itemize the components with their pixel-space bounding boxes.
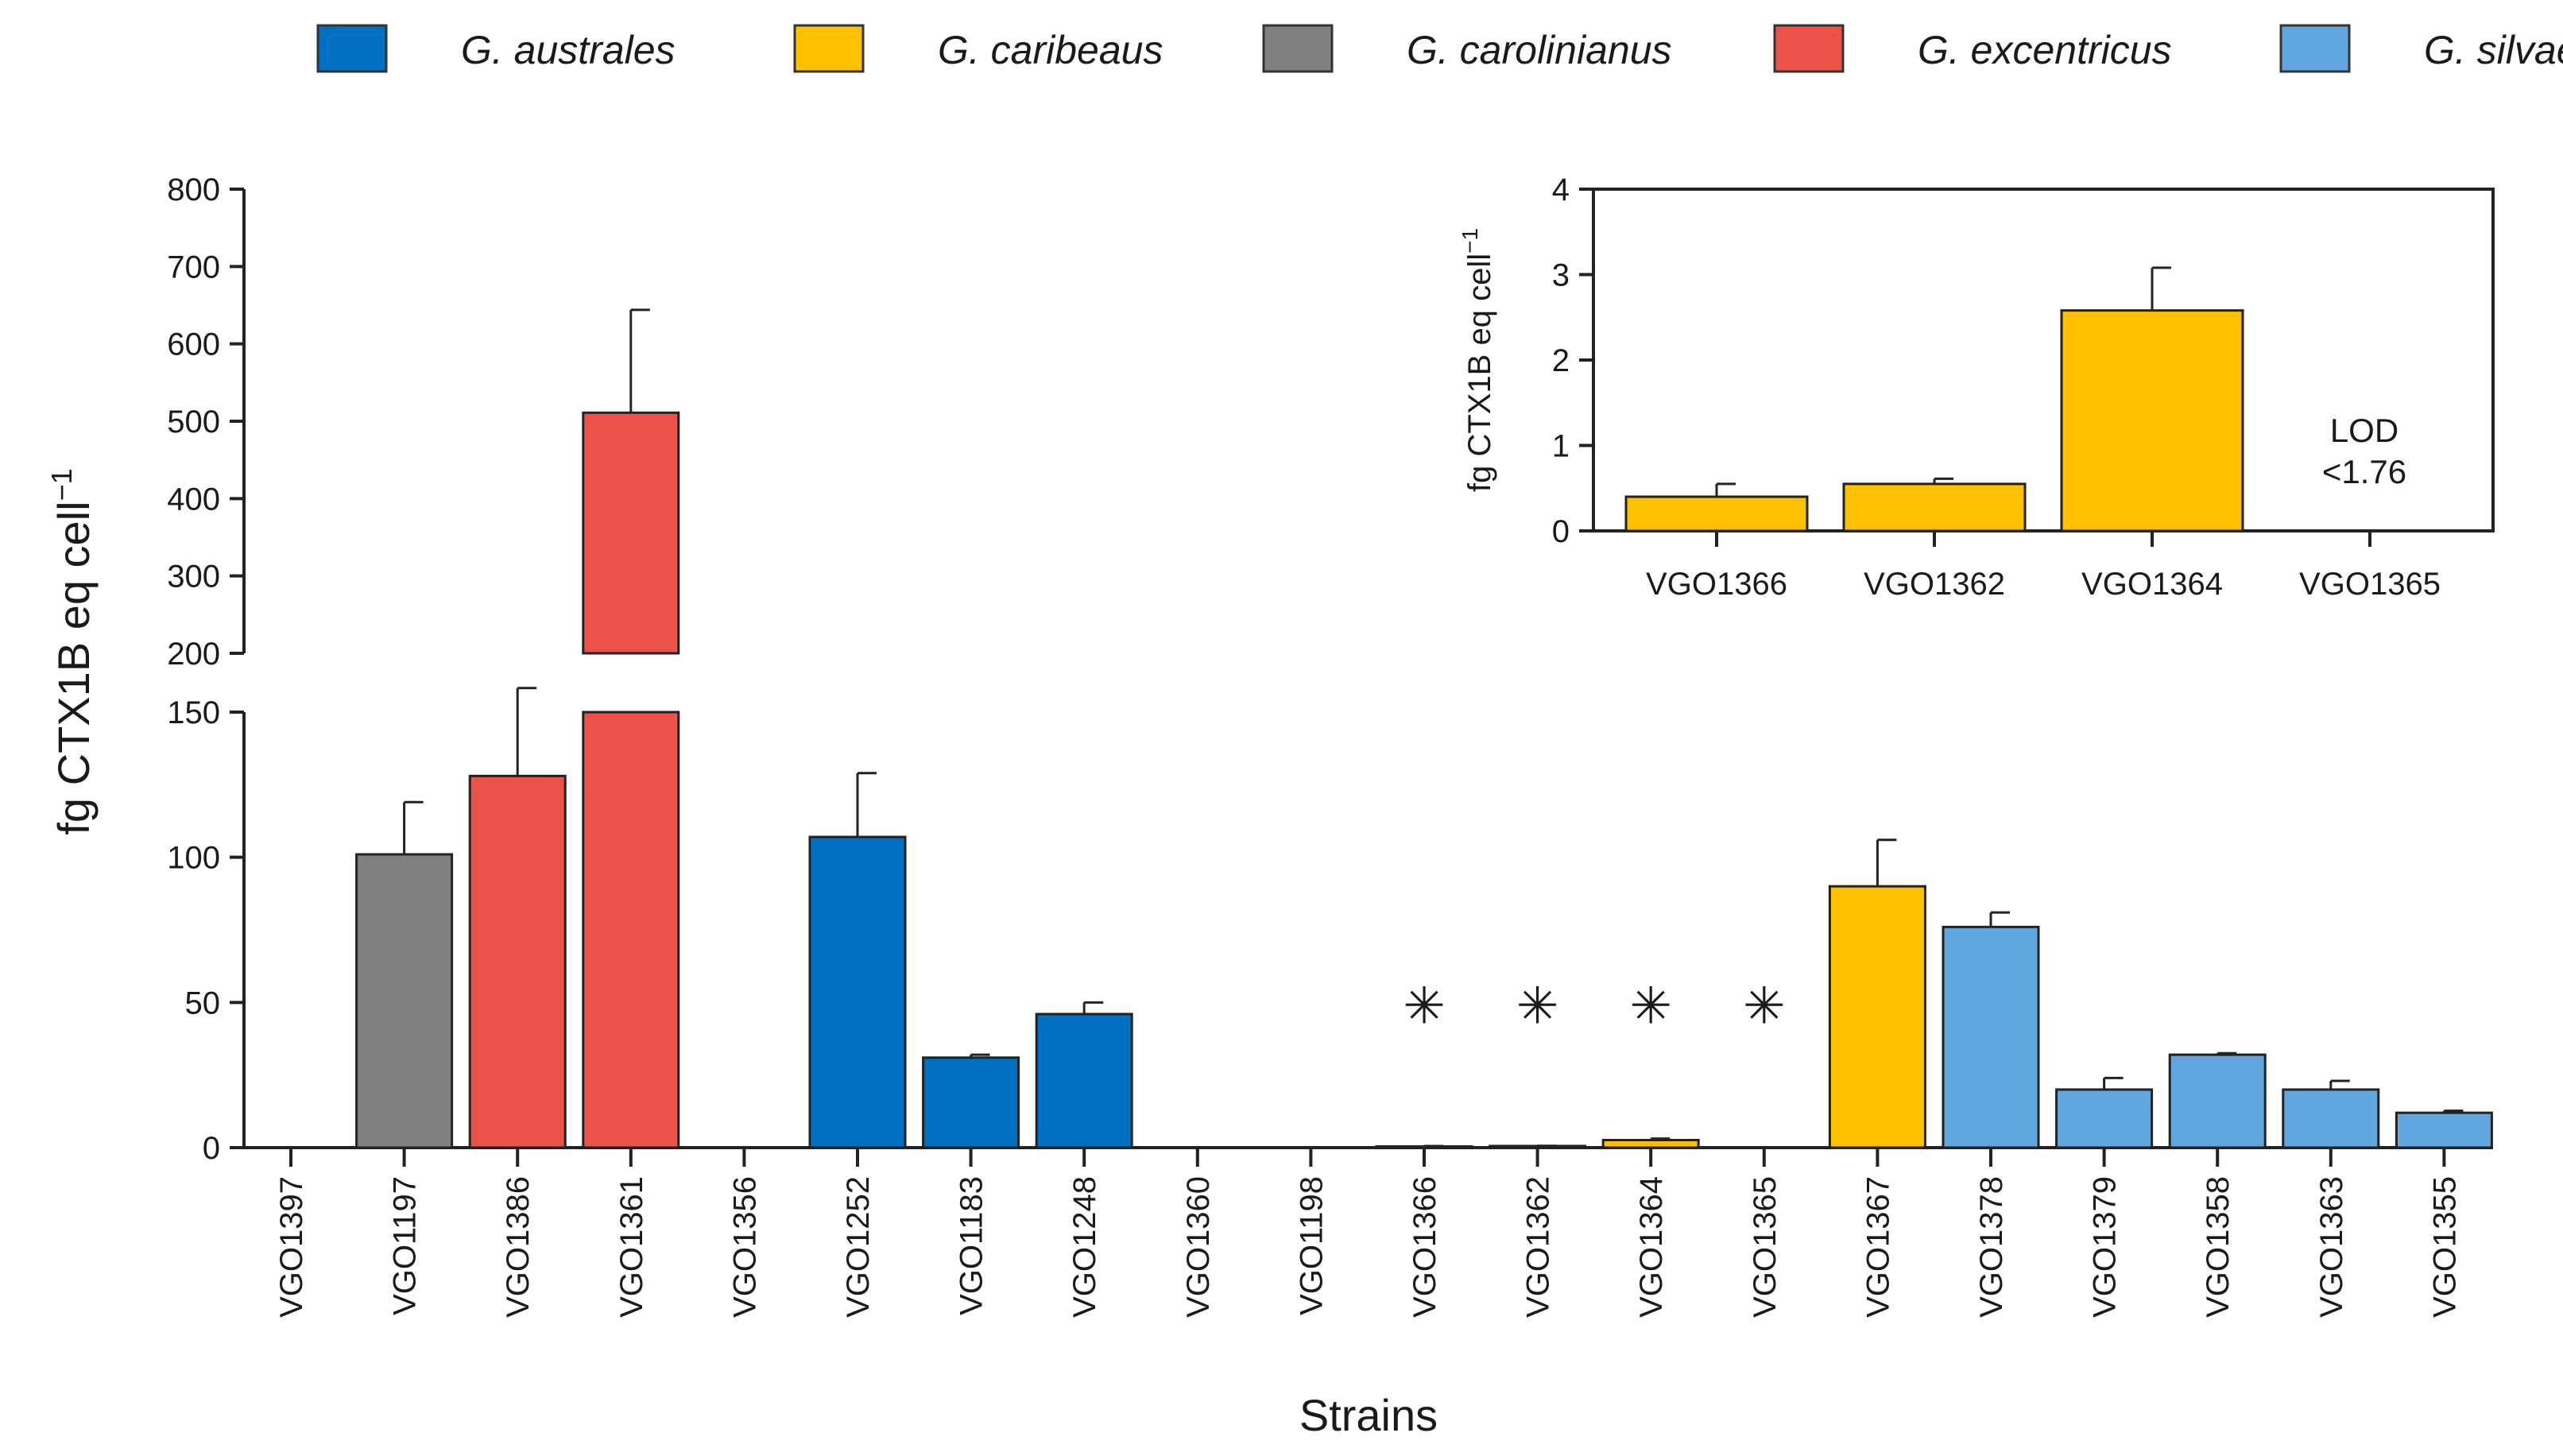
bar xyxy=(808,835,907,1149)
inset-y-tick-label: 2 xyxy=(1552,343,1570,378)
y-axis-title: fg CTX1B eq cell−1 xyxy=(45,468,99,834)
category-label: VGO1197 xyxy=(388,1176,423,1315)
inset-bar xyxy=(1624,495,1809,532)
bar xyxy=(2055,1088,2154,1149)
category-label: VGO1367 xyxy=(1860,1176,1895,1318)
y-tick-label: 50 xyxy=(185,986,221,1020)
lod-value: <1.76 xyxy=(2322,453,2406,490)
category-label: VGO1364 xyxy=(1634,1176,1669,1318)
category-label: VGO1360 xyxy=(1181,1176,1216,1318)
inset-y-axis-title-superscript: −1 xyxy=(1458,228,1482,254)
y-tick-label: 100 xyxy=(167,841,220,876)
bar xyxy=(1942,925,2040,1149)
legend-label: G. silvae xyxy=(2424,28,2563,72)
bar xyxy=(582,711,680,1149)
category-label: VGO1362 xyxy=(1521,1176,1556,1318)
inset-category-label: VGO1366 xyxy=(1646,567,1787,602)
category-label: VGO1198 xyxy=(1294,1176,1329,1315)
category-label: VGO1361 xyxy=(614,1176,649,1318)
legend-label: G. carolinianus xyxy=(1407,28,1672,72)
bar xyxy=(1035,1013,1133,1149)
category-label: VGO1183 xyxy=(954,1176,989,1315)
y-tick-label: 150 xyxy=(167,695,220,730)
inset-category-label: VGO1364 xyxy=(2081,567,2223,602)
asterisk-marker: ✳ xyxy=(1403,977,1446,1034)
y-axis-title-superscript: −1 xyxy=(45,468,78,501)
inset-y-tick-label: 3 xyxy=(1552,258,1570,293)
bar xyxy=(2282,1088,2380,1149)
category-label: VGO1378 xyxy=(1974,1176,2009,1318)
category-label: VGO1358 xyxy=(2201,1176,2236,1318)
bar xyxy=(1601,1139,1700,1149)
legend: G. australes G. caribeaus G. carolinianus G… xyxy=(316,24,2563,73)
inset-y-tick-label: 4 xyxy=(1552,172,1570,207)
category-label: VGO1363 xyxy=(2314,1176,2349,1318)
inset-y-tick-label: 1 xyxy=(1552,429,1570,464)
category-label: VGO1386 xyxy=(501,1176,536,1318)
legend-swatch xyxy=(793,24,865,73)
inset-chart: 0 1 2 3 4 fg CTX1B eq cell−1 VGO1366 VGO1362 VGO… xyxy=(1458,172,2495,602)
bar xyxy=(355,853,454,1149)
lod-title: LOD xyxy=(2330,412,2398,449)
asterisk-marker: ✳ xyxy=(1629,977,1672,1034)
main-bars: VGO1397 VGO1197 VGO1386 VGO1361 VGO1356 VGO12… xyxy=(274,308,2493,1318)
y-tick-label: 0 xyxy=(203,1131,220,1166)
category-label: VGO1356 xyxy=(727,1176,762,1318)
asterisk-marker: ✳ xyxy=(1516,977,1559,1034)
bar-upper-segment xyxy=(582,411,680,655)
category-label: VGO1355 xyxy=(2427,1176,2462,1318)
y-tick-label: 400 xyxy=(167,482,220,517)
x-axis-title: Strains xyxy=(1299,1390,1438,1440)
axis-break-gap xyxy=(578,687,683,696)
bar xyxy=(468,774,567,1149)
y-tick-label: 300 xyxy=(167,560,220,594)
inset-category-label: VGO1362 xyxy=(1864,567,2005,602)
y-tick-label: 600 xyxy=(167,327,220,362)
legend-label: G. excentricus xyxy=(1918,28,2172,72)
legend-swatch xyxy=(1773,24,1845,73)
y-tick-label: 200 xyxy=(167,637,220,672)
bar xyxy=(922,1056,1020,1149)
bar xyxy=(2395,1111,2493,1149)
legend-swatch xyxy=(1262,24,1334,73)
category-label: VGO1379 xyxy=(2088,1176,2123,1318)
legend-label: G. australes xyxy=(461,28,676,72)
category-label: VGO1248 xyxy=(1067,1176,1102,1318)
category-label: VGO1366 xyxy=(1407,1176,1442,1318)
inset-bar xyxy=(2060,309,2244,532)
y-tick-label: 700 xyxy=(167,250,220,285)
category-label: VGO1397 xyxy=(274,1176,309,1318)
inset-category-label: VGO1365 xyxy=(2299,567,2441,602)
legend-swatch xyxy=(316,24,388,73)
inset-bar xyxy=(1842,482,2027,532)
legend-swatch xyxy=(2279,24,2351,73)
legend-label: G. caribeaus xyxy=(938,28,1163,72)
bar xyxy=(2168,1053,2267,1149)
category-label: VGO1365 xyxy=(1748,1176,1783,1318)
inset-y-axis-title: fg CTX1B eq cell−1 xyxy=(1458,228,1497,492)
y-tick-label: 800 xyxy=(167,172,220,207)
asterisk-marker: ✳ xyxy=(1743,977,1786,1034)
y-tick-label: 500 xyxy=(167,405,220,440)
bar xyxy=(1828,885,1926,1149)
category-label: VGO1252 xyxy=(841,1176,876,1318)
inset-y-tick-label: 0 xyxy=(1552,514,1570,549)
